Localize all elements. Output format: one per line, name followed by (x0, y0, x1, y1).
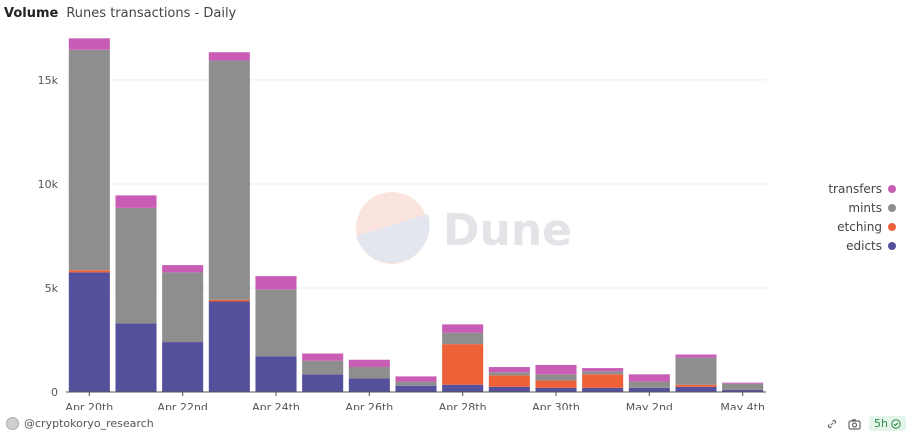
x-tick-label: Apr 28th (439, 401, 487, 410)
legend-dot-mints (888, 203, 896, 212)
bar-segment-mints[interactable] (722, 383, 764, 390)
bar-segment-transfers[interactable] (348, 359, 390, 368)
bar-segment-mints[interactable] (208, 60, 250, 300)
x-tick-label: Apr 20th (65, 401, 113, 410)
legend-label-edicts: edicts (846, 238, 882, 253)
bar-segment-mints[interactable] (628, 381, 670, 388)
x-tick-label: Apr 22nd (157, 401, 207, 410)
legend-label-mints: mints (848, 200, 882, 215)
legend-dot-edicts (888, 241, 896, 250)
bar-segment-mints[interactable] (582, 371, 624, 375)
avatar (6, 417, 19, 430)
bar-segment-mints[interactable] (348, 367, 390, 379)
bar-segment-edicts[interactable] (348, 378, 390, 392)
bar-segment-edicts[interactable] (535, 387, 577, 392)
bar-segment-mints[interactable] (68, 49, 110, 271)
x-tick-label: May 2nd (626, 401, 673, 410)
bar-segment-edicts[interactable] (68, 272, 110, 392)
legend: transfers mints etching edicts (828, 181, 896, 253)
legend-item-transfers[interactable]: transfers (828, 181, 896, 196)
bar-segment-transfers[interactable] (488, 367, 530, 373)
chart-title: Runes transactions - Daily (66, 6, 237, 21)
refresh-age: 5h (874, 417, 888, 430)
bar-segment-etching[interactable] (442, 344, 484, 385)
x-axis: Apr 20th Apr 22nd Apr 24th Apr 26th Apr 28th… (65, 392, 765, 410)
visualization-type-label: Volume (4, 6, 59, 21)
bar-segment-mints[interactable] (395, 381, 437, 386)
refresh-badge[interactable]: 5h (869, 416, 906, 431)
bar-segment-transfers[interactable] (255, 276, 297, 290)
bar-segment-etching[interactable] (582, 374, 624, 388)
bar-segment-mints[interactable] (255, 289, 297, 357)
bar-segment-edicts[interactable] (488, 386, 530, 392)
bar-segment-edicts[interactable] (302, 374, 344, 392)
author-name: @cryptokoryo_research (24, 417, 154, 430)
bar-segment-edicts[interactable] (255, 356, 297, 392)
bar-segment-transfers[interactable] (162, 265, 204, 273)
dune-logo-shade (356, 214, 430, 263)
footer-actions: 5h (825, 416, 906, 431)
bar-segment-transfers[interactable] (115, 195, 157, 208)
bar-segment-edicts[interactable] (442, 384, 484, 392)
y-tick-label: 0 (51, 386, 58, 399)
camera-icon[interactable] (847, 417, 861, 431)
bar-segment-mints[interactable] (442, 332, 484, 345)
chart-header: Volume Runes transactions - Daily (4, 6, 236, 21)
legend-label-etching: etching (837, 219, 882, 234)
bar-segment-mints[interactable] (115, 207, 157, 324)
bar-segment-mints[interactable] (162, 272, 204, 343)
legend-item-etching[interactable]: etching (837, 219, 896, 234)
bar-segment-transfers[interactable] (582, 368, 624, 372)
bar-segment-edicts[interactable] (162, 342, 204, 392)
link-icon[interactable] (825, 417, 839, 431)
y-axis: 0 5k 10k 15k (38, 74, 59, 399)
legend-item-edicts[interactable]: edicts (846, 238, 896, 253)
bar-segment-transfers[interactable] (302, 353, 344, 361)
bar-segment-edicts[interactable] (115, 323, 157, 392)
y-tick-label: 10k (38, 178, 59, 191)
dune-watermark: Dune (356, 192, 572, 264)
legend-item-mints[interactable]: mints (848, 200, 896, 215)
bar-segment-mints[interactable] (302, 360, 344, 375)
dune-watermark-text: Dune (443, 205, 572, 256)
legend-dot-transfers (888, 184, 896, 193)
legend-label-transfers: transfers (828, 181, 882, 196)
x-tick-label: Apr 24th (252, 401, 300, 410)
bar-segment-transfers[interactable] (722, 382, 764, 384)
bar-segment-transfers[interactable] (675, 354, 717, 358)
bar-segment-transfers[interactable] (208, 52, 250, 61)
bar-segment-edicts[interactable] (582, 387, 624, 392)
bar-segment-edicts[interactable] (395, 385, 437, 392)
bar-segment-edicts[interactable] (628, 387, 670, 392)
x-tick-label: Apr 30th (532, 401, 580, 410)
bar-segment-etching[interactable] (68, 270, 110, 273)
author-attribution[interactable]: @cryptokoryo_research (6, 417, 154, 430)
bar-segment-edicts[interactable] (722, 389, 764, 392)
bar-segment-transfers[interactable] (628, 374, 670, 382)
bar-segment-etching[interactable] (208, 299, 250, 302)
bar-segment-edicts[interactable] (208, 301, 250, 393)
grid-lines (66, 79, 766, 289)
y-tick-label: 5k (45, 282, 59, 295)
bar-segment-mints[interactable] (488, 372, 530, 376)
y-tick-label: 15k (38, 74, 59, 87)
bar-segment-mints[interactable] (535, 374, 577, 381)
bar-segment-transfers[interactable] (68, 38, 110, 50)
bar-segment-transfers[interactable] (442, 324, 484, 333)
check-circle-icon (891, 418, 901, 429)
x-tick-label: May 4th (720, 401, 765, 410)
bar-segment-etching[interactable] (675, 384, 717, 387)
bar-segment-etching[interactable] (488, 375, 530, 387)
bar-segment-transfers[interactable] (395, 376, 437, 382)
legend-dot-etching (888, 222, 896, 231)
x-tick-label: Apr 26th (345, 401, 393, 410)
bars (68, 38, 764, 393)
bar-segment-mints[interactable] (675, 357, 717, 385)
bar-segment-edicts[interactable] (675, 386, 717, 392)
bar-segment-transfers[interactable] (535, 364, 577, 375)
bar-segment-etching[interactable] (535, 380, 577, 388)
